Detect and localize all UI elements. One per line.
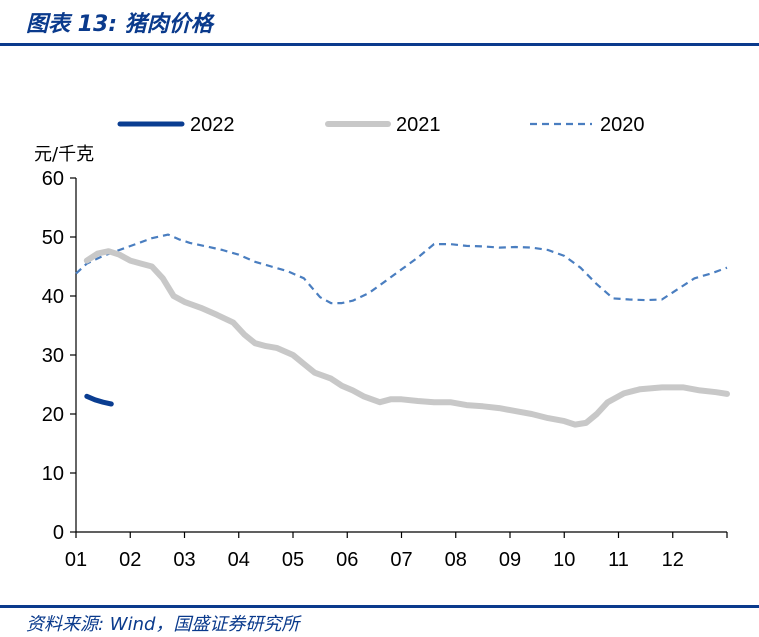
legend-label-2021: 2021 xyxy=(396,114,441,136)
series-line-2020 xyxy=(75,233,728,305)
x-tick-label: 04 xyxy=(228,549,250,571)
x-tick-label: 07 xyxy=(390,549,412,571)
source-note: 资料来源: Wind，国盛证券研究所 xyxy=(26,614,300,635)
series-line-2022 xyxy=(84,393,114,407)
series-line-2021 xyxy=(83,248,730,428)
y-tick-label: 50 xyxy=(42,227,64,249)
x-tick-label: 03 xyxy=(173,549,195,571)
y-tick-label: 40 xyxy=(42,286,64,308)
y-axis-unit: 元/千克 xyxy=(34,144,94,165)
x-tick-label: 01 xyxy=(65,549,87,571)
series-lines xyxy=(75,233,730,428)
x-tick-label: 02 xyxy=(119,549,141,571)
legend-label-2022: 2022 xyxy=(190,114,235,136)
y-tick-label: 60 xyxy=(42,168,64,190)
y-tick-label: 30 xyxy=(42,345,64,367)
source-rule xyxy=(0,605,759,608)
legend: 2022 2021 2020 xyxy=(117,114,645,136)
y-tick-label: 0 xyxy=(53,522,64,544)
x-tick-label: 10 xyxy=(553,549,575,571)
chart-title: 图表 13: 猪肉价格 xyxy=(26,12,213,37)
x-tick-label: 11 xyxy=(608,549,629,571)
legend-label-2020: 2020 xyxy=(600,114,645,136)
x-tick-label: 08 xyxy=(445,549,467,571)
y-tick-label: 10 xyxy=(42,463,64,485)
x-tick-label: 09 xyxy=(499,549,521,571)
x-tick-label: 06 xyxy=(336,549,358,571)
title-rule xyxy=(0,43,759,46)
y-tick-label: 20 xyxy=(42,404,64,426)
x-tick-label: 05 xyxy=(282,549,304,571)
x-tick-label: 12 xyxy=(662,549,684,571)
axes: 0 10 20 30 40 50 60 01 02 03 04 05 06 07 08 09 10 11 12 xyxy=(42,168,728,571)
